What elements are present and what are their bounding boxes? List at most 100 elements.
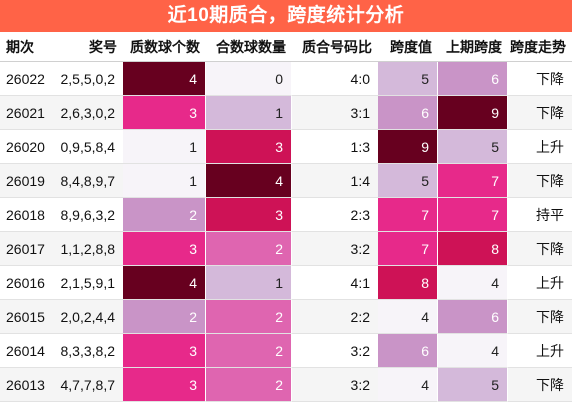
- cell-prime-count: 4: [123, 266, 206, 300]
- cell-prime-count: 3: [123, 96, 206, 130]
- cell-ratio: 4:1: [292, 266, 378, 300]
- cell-numbers: 2,6,3,0,2: [56, 96, 123, 130]
- cell-prime-count: 1: [123, 130, 206, 164]
- cell-span: 5: [378, 62, 438, 96]
- cell-ratio: 3:2: [292, 232, 378, 266]
- cell-ratio: 3:1: [292, 96, 378, 130]
- cell-prime-count: 3: [123, 368, 206, 402]
- cell-prev-span: 5: [438, 368, 508, 402]
- header-prime-count: 质数球个数: [123, 32, 206, 62]
- cell-issue: 26017: [0, 232, 56, 266]
- cell-issue: 26013: [0, 368, 56, 402]
- cell-numbers: 2,5,5,0,2: [56, 62, 123, 96]
- cell-ratio: 2:3: [292, 198, 378, 232]
- stats-table: 期次 奖号 质数球个数 合数球数量 质合号码比 跨度值 上期跨度 跨度走势 26…: [0, 32, 572, 402]
- cell-composite-count: 3: [206, 198, 292, 232]
- cell-prime-count: 1: [123, 164, 206, 198]
- cell-issue: 26019: [0, 164, 56, 198]
- cell-composite-count: 2: [206, 368, 292, 402]
- table-row: 26021 2,6,3,0,2 3 1 3:1 6 9 下降: [0, 96, 572, 130]
- cell-prime-count: 2: [123, 300, 206, 334]
- cell-composite-count: 3: [206, 130, 292, 164]
- table-row: 26020 0,9,5,8,4 1 3 1:3 9 5 上升: [0, 130, 572, 164]
- cell-numbers: 8,3,3,8,2: [56, 334, 123, 368]
- header-issue: 期次: [0, 32, 56, 62]
- cell-numbers: 4,7,7,8,7: [56, 368, 123, 402]
- table-row: 26019 8,4,8,9,7 1 4 1:4 5 7 下降: [0, 164, 572, 198]
- cell-ratio: 4:0: [292, 62, 378, 96]
- cell-span: 4: [378, 368, 438, 402]
- cell-numbers: 2,1,5,9,1: [56, 266, 123, 300]
- cell-prev-span: 6: [438, 300, 508, 334]
- header-trend: 跨度走势: [508, 32, 572, 62]
- cell-composite-count: 4: [206, 164, 292, 198]
- cell-span: 7: [378, 198, 438, 232]
- cell-prev-span: 7: [438, 198, 508, 232]
- cell-prime-count: 3: [123, 334, 206, 368]
- cell-numbers: 8,9,6,3,2: [56, 198, 123, 232]
- cell-ratio: 2:2: [292, 300, 378, 334]
- cell-trend: 下降: [508, 232, 572, 266]
- table-row: 26014 8,3,3,8,2 3 2 3:2 6 4 上升: [0, 334, 572, 368]
- cell-issue: 26022: [0, 62, 56, 96]
- table-row: 26018 8,9,6,3,2 2 3 2:3 7 7 持平: [0, 198, 572, 232]
- cell-prev-span: 6: [438, 62, 508, 96]
- table-row: 26017 1,1,2,8,8 3 2 3:2 7 8 下降: [0, 232, 572, 266]
- cell-numbers: 0,9,5,8,4: [56, 130, 123, 164]
- cell-prev-span: 7: [438, 164, 508, 198]
- table-header-row: 期次 奖号 质数球个数 合数球数量 质合号码比 跨度值 上期跨度 跨度走势: [0, 32, 572, 62]
- cell-composite-count: 2: [206, 300, 292, 334]
- cell-prime-count: 3: [123, 232, 206, 266]
- cell-span: 6: [378, 96, 438, 130]
- cell-ratio: 3:2: [292, 368, 378, 402]
- cell-trend: 下降: [508, 96, 572, 130]
- cell-span: 6: [378, 334, 438, 368]
- header-prev-span: 上期跨度: [438, 32, 508, 62]
- cell-prev-span: 9: [438, 96, 508, 130]
- cell-prev-span: 4: [438, 266, 508, 300]
- cell-trend: 下降: [508, 62, 572, 96]
- cell-trend: 持平: [508, 198, 572, 232]
- table-row: 26013 4,7,7,8,7 3 2 3:2 4 5 下降: [0, 368, 572, 402]
- cell-span: 8: [378, 266, 438, 300]
- table-row: 26015 2,0,2,4,4 2 2 2:2 4 6 下降: [0, 300, 572, 334]
- cell-span: 7: [378, 232, 438, 266]
- header-numbers: 奖号: [56, 32, 123, 62]
- cell-issue: 26014: [0, 334, 56, 368]
- cell-trend: 下降: [508, 300, 572, 334]
- cell-span: 9: [378, 130, 438, 164]
- cell-ratio: 3:2: [292, 334, 378, 368]
- header-ratio: 质合号码比: [292, 32, 378, 62]
- cell-trend: 下降: [508, 164, 572, 198]
- cell-issue: 26018: [0, 198, 56, 232]
- cell-issue: 26021: [0, 96, 56, 130]
- cell-span: 4: [378, 300, 438, 334]
- cell-composite-count: 1: [206, 96, 292, 130]
- cell-span: 5: [378, 164, 438, 198]
- cell-prime-count: 2: [123, 198, 206, 232]
- table-row: 26016 2,1,5,9,1 4 1 4:1 8 4 上升: [0, 266, 572, 300]
- table-row: 26022 2,5,5,0,2 4 0 4:0 5 6 下降: [0, 62, 572, 96]
- header-composite-count: 合数球数量: [206, 32, 292, 62]
- header-span: 跨度值: [378, 32, 438, 62]
- cell-composite-count: 1: [206, 266, 292, 300]
- cell-issue: 26020: [0, 130, 56, 164]
- cell-ratio: 1:4: [292, 164, 378, 198]
- cell-numbers: 1,1,2,8,8: [56, 232, 123, 266]
- page-title: 近10期质合，跨度统计分析: [0, 0, 572, 32]
- cell-prime-count: 4: [123, 62, 206, 96]
- cell-composite-count: 0: [206, 62, 292, 96]
- cell-prev-span: 5: [438, 130, 508, 164]
- cell-prev-span: 4: [438, 334, 508, 368]
- cell-composite-count: 2: [206, 232, 292, 266]
- cell-prev-span: 8: [438, 232, 508, 266]
- cell-trend: 上升: [508, 334, 572, 368]
- cell-numbers: 8,4,8,9,7: [56, 164, 123, 198]
- cell-trend: 上升: [508, 130, 572, 164]
- cell-numbers: 2,0,2,4,4: [56, 300, 123, 334]
- cell-trend: 上升: [508, 266, 572, 300]
- cell-issue: 26015: [0, 300, 56, 334]
- cell-ratio: 1:3: [292, 130, 378, 164]
- cell-issue: 26016: [0, 266, 56, 300]
- cell-trend: 下降: [508, 368, 572, 402]
